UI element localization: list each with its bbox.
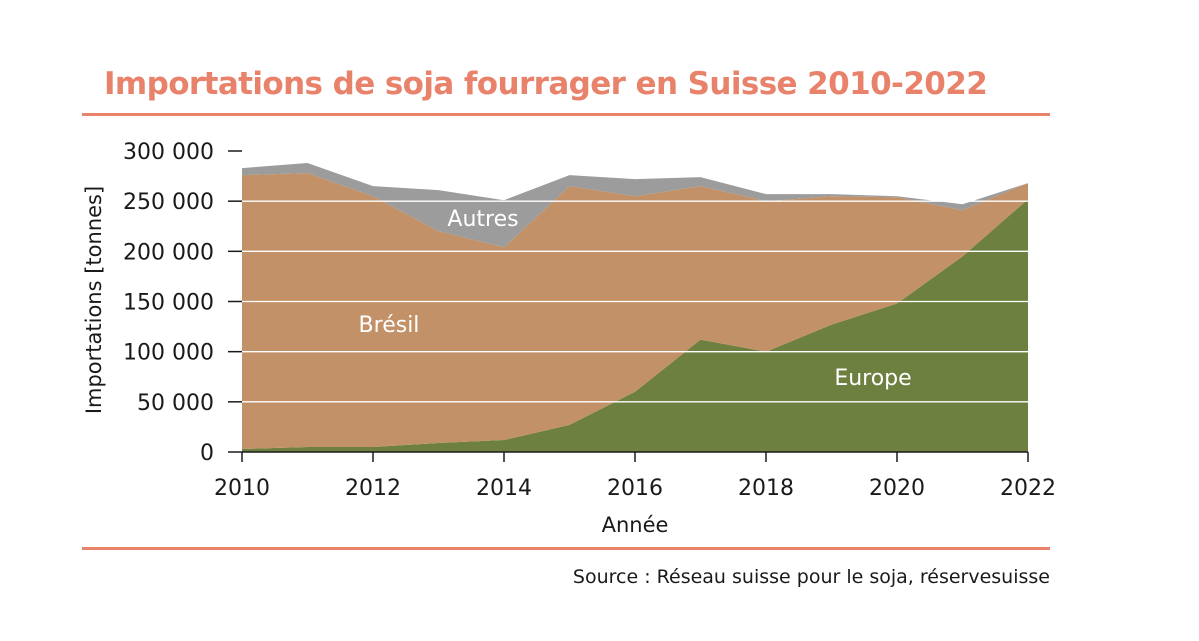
series-areas	[242, 163, 1028, 452]
y-axis-ticks: 0 50 000 100 000 150 000 200 000 250 000 300 0…	[123, 140, 242, 466]
series-label-brésil: Brésil	[359, 313, 420, 338]
x-tick-label: 2020	[869, 476, 925, 501]
x-axis-ticks: 2010 2012 2014 2016 2018 2020 2022	[214, 452, 1056, 501]
x-tick-label: 2012	[345, 476, 401, 501]
chart-title: Importations de soja fourrager en Suisse…	[104, 66, 988, 102]
x-tick-label: 2018	[738, 476, 794, 501]
series-labels: Autres Brésil Europe	[359, 207, 912, 391]
area-autres	[242, 163, 1028, 248]
area-bresil	[242, 173, 1028, 449]
y-tick-label: 150 000	[123, 291, 214, 316]
y-axis-label: Importations [tonnes]	[82, 186, 106, 414]
y-tick-label: 100 000	[123, 341, 214, 366]
source-note: Source : Réseau suisse pour le soja, rés…	[572, 566, 1050, 588]
x-tick-label: 2010	[214, 476, 270, 501]
y-tick-label: 0	[200, 441, 214, 466]
series-label-europe: Europe	[834, 366, 911, 391]
x-tick-label: 2016	[607, 476, 663, 501]
gridlines	[242, 150, 1028, 403]
x-tick-label: 2014	[476, 476, 532, 501]
area-europe	[242, 199, 1028, 452]
y-tick-label: 200 000	[123, 240, 214, 265]
x-tick-label: 2022	[1000, 476, 1056, 501]
series-label-autres: Autres	[447, 207, 518, 232]
footer-rule	[82, 547, 1050, 550]
x-axis-label: Année	[602, 513, 669, 537]
y-tick-label: 300 000	[123, 140, 214, 165]
title-rule	[82, 113, 1050, 116]
y-tick-label: 50 000	[137, 391, 214, 416]
y-tick-label: 250 000	[123, 190, 214, 215]
